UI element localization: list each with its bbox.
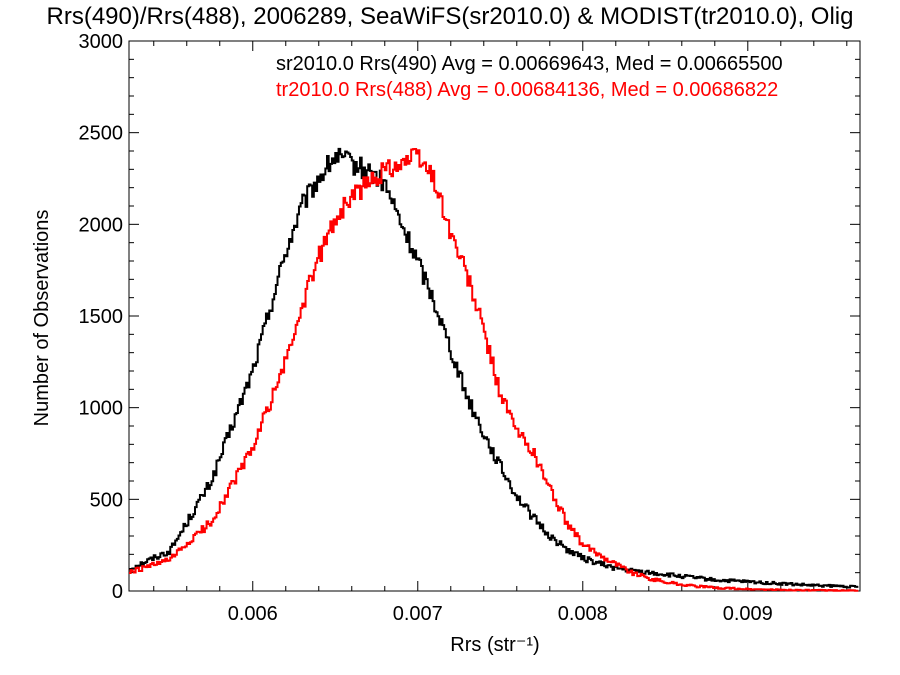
y-tick-label: 2000 [79, 214, 124, 236]
y-tick-label: 1500 [79, 306, 124, 328]
plot-frame [128, 40, 861, 592]
y-tick-label: 2500 [79, 123, 124, 145]
y-tick-label: 3000 [79, 31, 124, 53]
legend-entry-1: sr2010.0 Rrs(490) Avg = 0.00669643, Med … [276, 53, 783, 75]
legend-entry-2: tr2010.0 Rrs(488) Avg = 0.00684136, Med … [276, 79, 778, 101]
series-line-1 [129, 147, 859, 589]
y-tick-label: 500 [90, 489, 123, 511]
x-tick-label: 0.006 [228, 603, 278, 625]
chart-title: Rrs(490)/Rrs(488), 2006289, SeaWiFS(sr20… [47, 3, 854, 30]
x-axis-label: Rrs (str⁻¹) [450, 634, 539, 656]
plot-area: 0 500 1000 1500 2000 2500 3000 0.006 0.007 0.008 0… [79, 31, 861, 625]
x-tick-label: 0.009 [723, 603, 773, 625]
x-tick-label: 0.008 [558, 603, 608, 625]
x-tick-label: 0.007 [393, 603, 443, 625]
y-tick-label: 1000 [79, 398, 124, 420]
y-axis-label: Number of Observations [31, 210, 53, 427]
y-tick-label: 0 [112, 581, 123, 603]
series-line-2 [129, 147, 859, 592]
